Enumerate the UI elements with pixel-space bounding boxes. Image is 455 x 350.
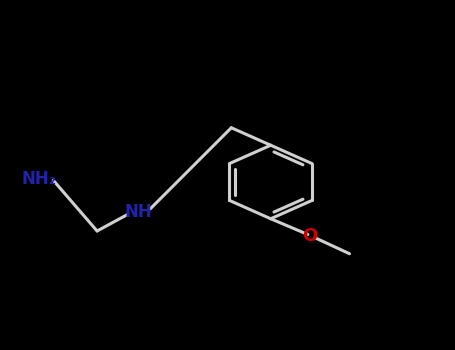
Text: O: O [303,227,318,245]
Text: NH: NH [125,203,152,221]
Text: NH₂: NH₂ [21,169,56,188]
